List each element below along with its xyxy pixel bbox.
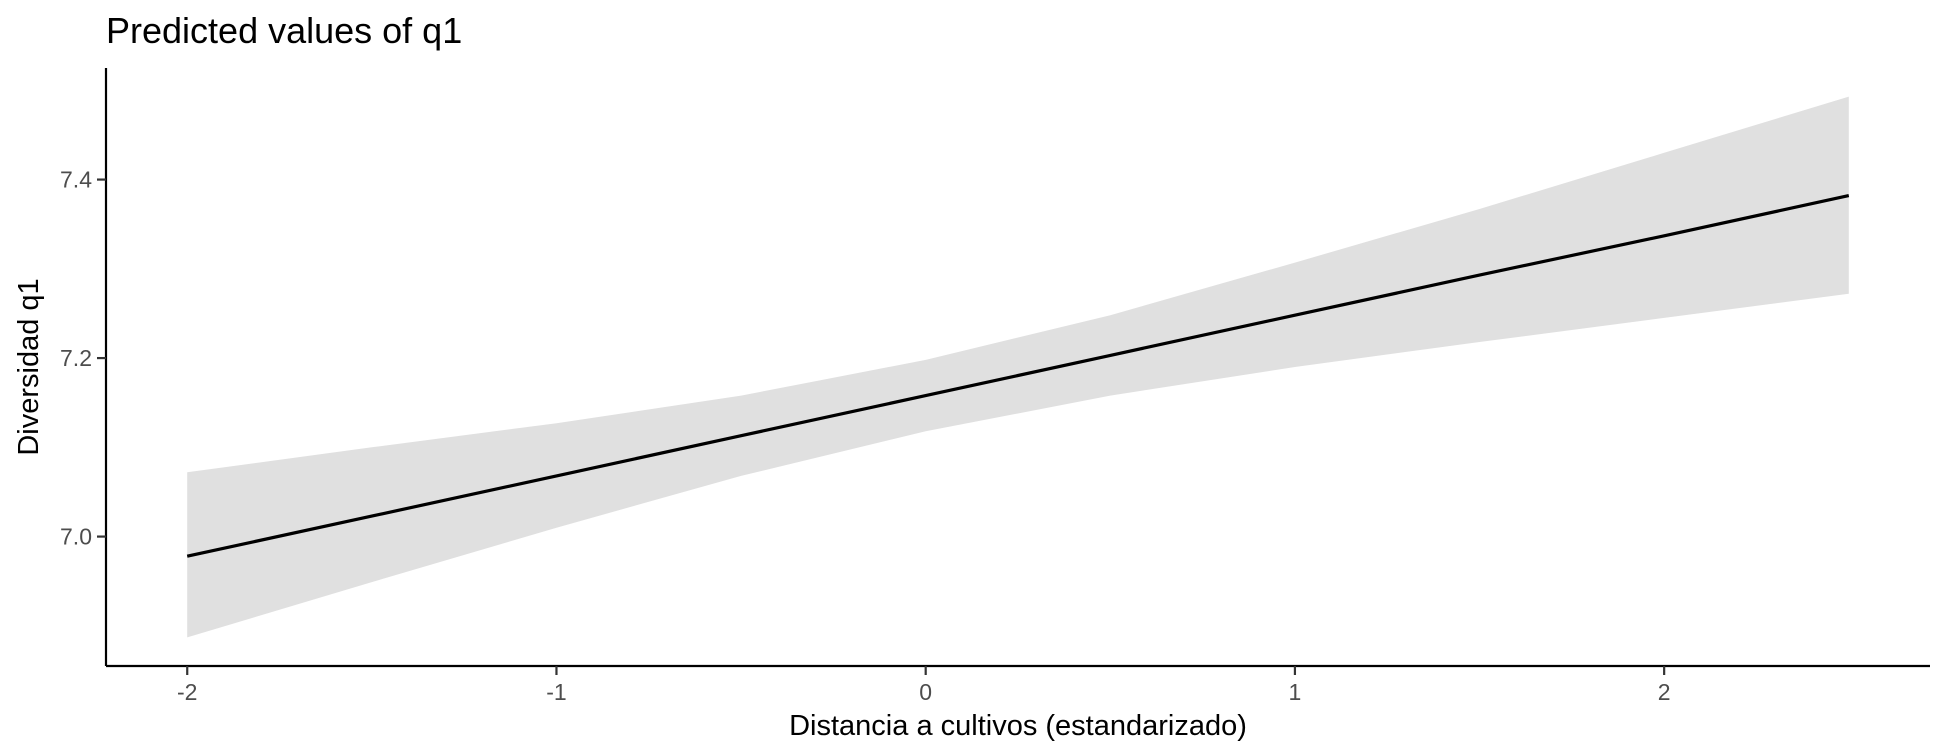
y-tick-label: 7.2	[60, 345, 92, 371]
y-tick-label: 7.4	[60, 167, 92, 193]
y-tick-label: 7.0	[60, 524, 92, 550]
y-axis-ticks: 7.0 7.2 7.4	[60, 167, 106, 550]
x-axis-ticks: -2 -1 0 1 2	[177, 666, 1671, 705]
predicted-line	[186, 194, 1850, 558]
x-tick-label: 0	[919, 679, 932, 705]
x-tick-label: -2	[177, 679, 197, 705]
confidence-band	[187, 96, 1849, 638]
x-tick-label: -1	[546, 679, 566, 705]
plot-area	[186, 96, 1850, 638]
x-tick-label: 2	[1658, 679, 1671, 705]
x-axis-label: Distancia a cultivos (estandarizado)	[789, 710, 1247, 742]
chart-title: Predicted values of q1	[106, 10, 462, 51]
y-axis-label: Diversidad q1	[13, 278, 45, 455]
x-tick-label: 1	[1289, 679, 1302, 705]
